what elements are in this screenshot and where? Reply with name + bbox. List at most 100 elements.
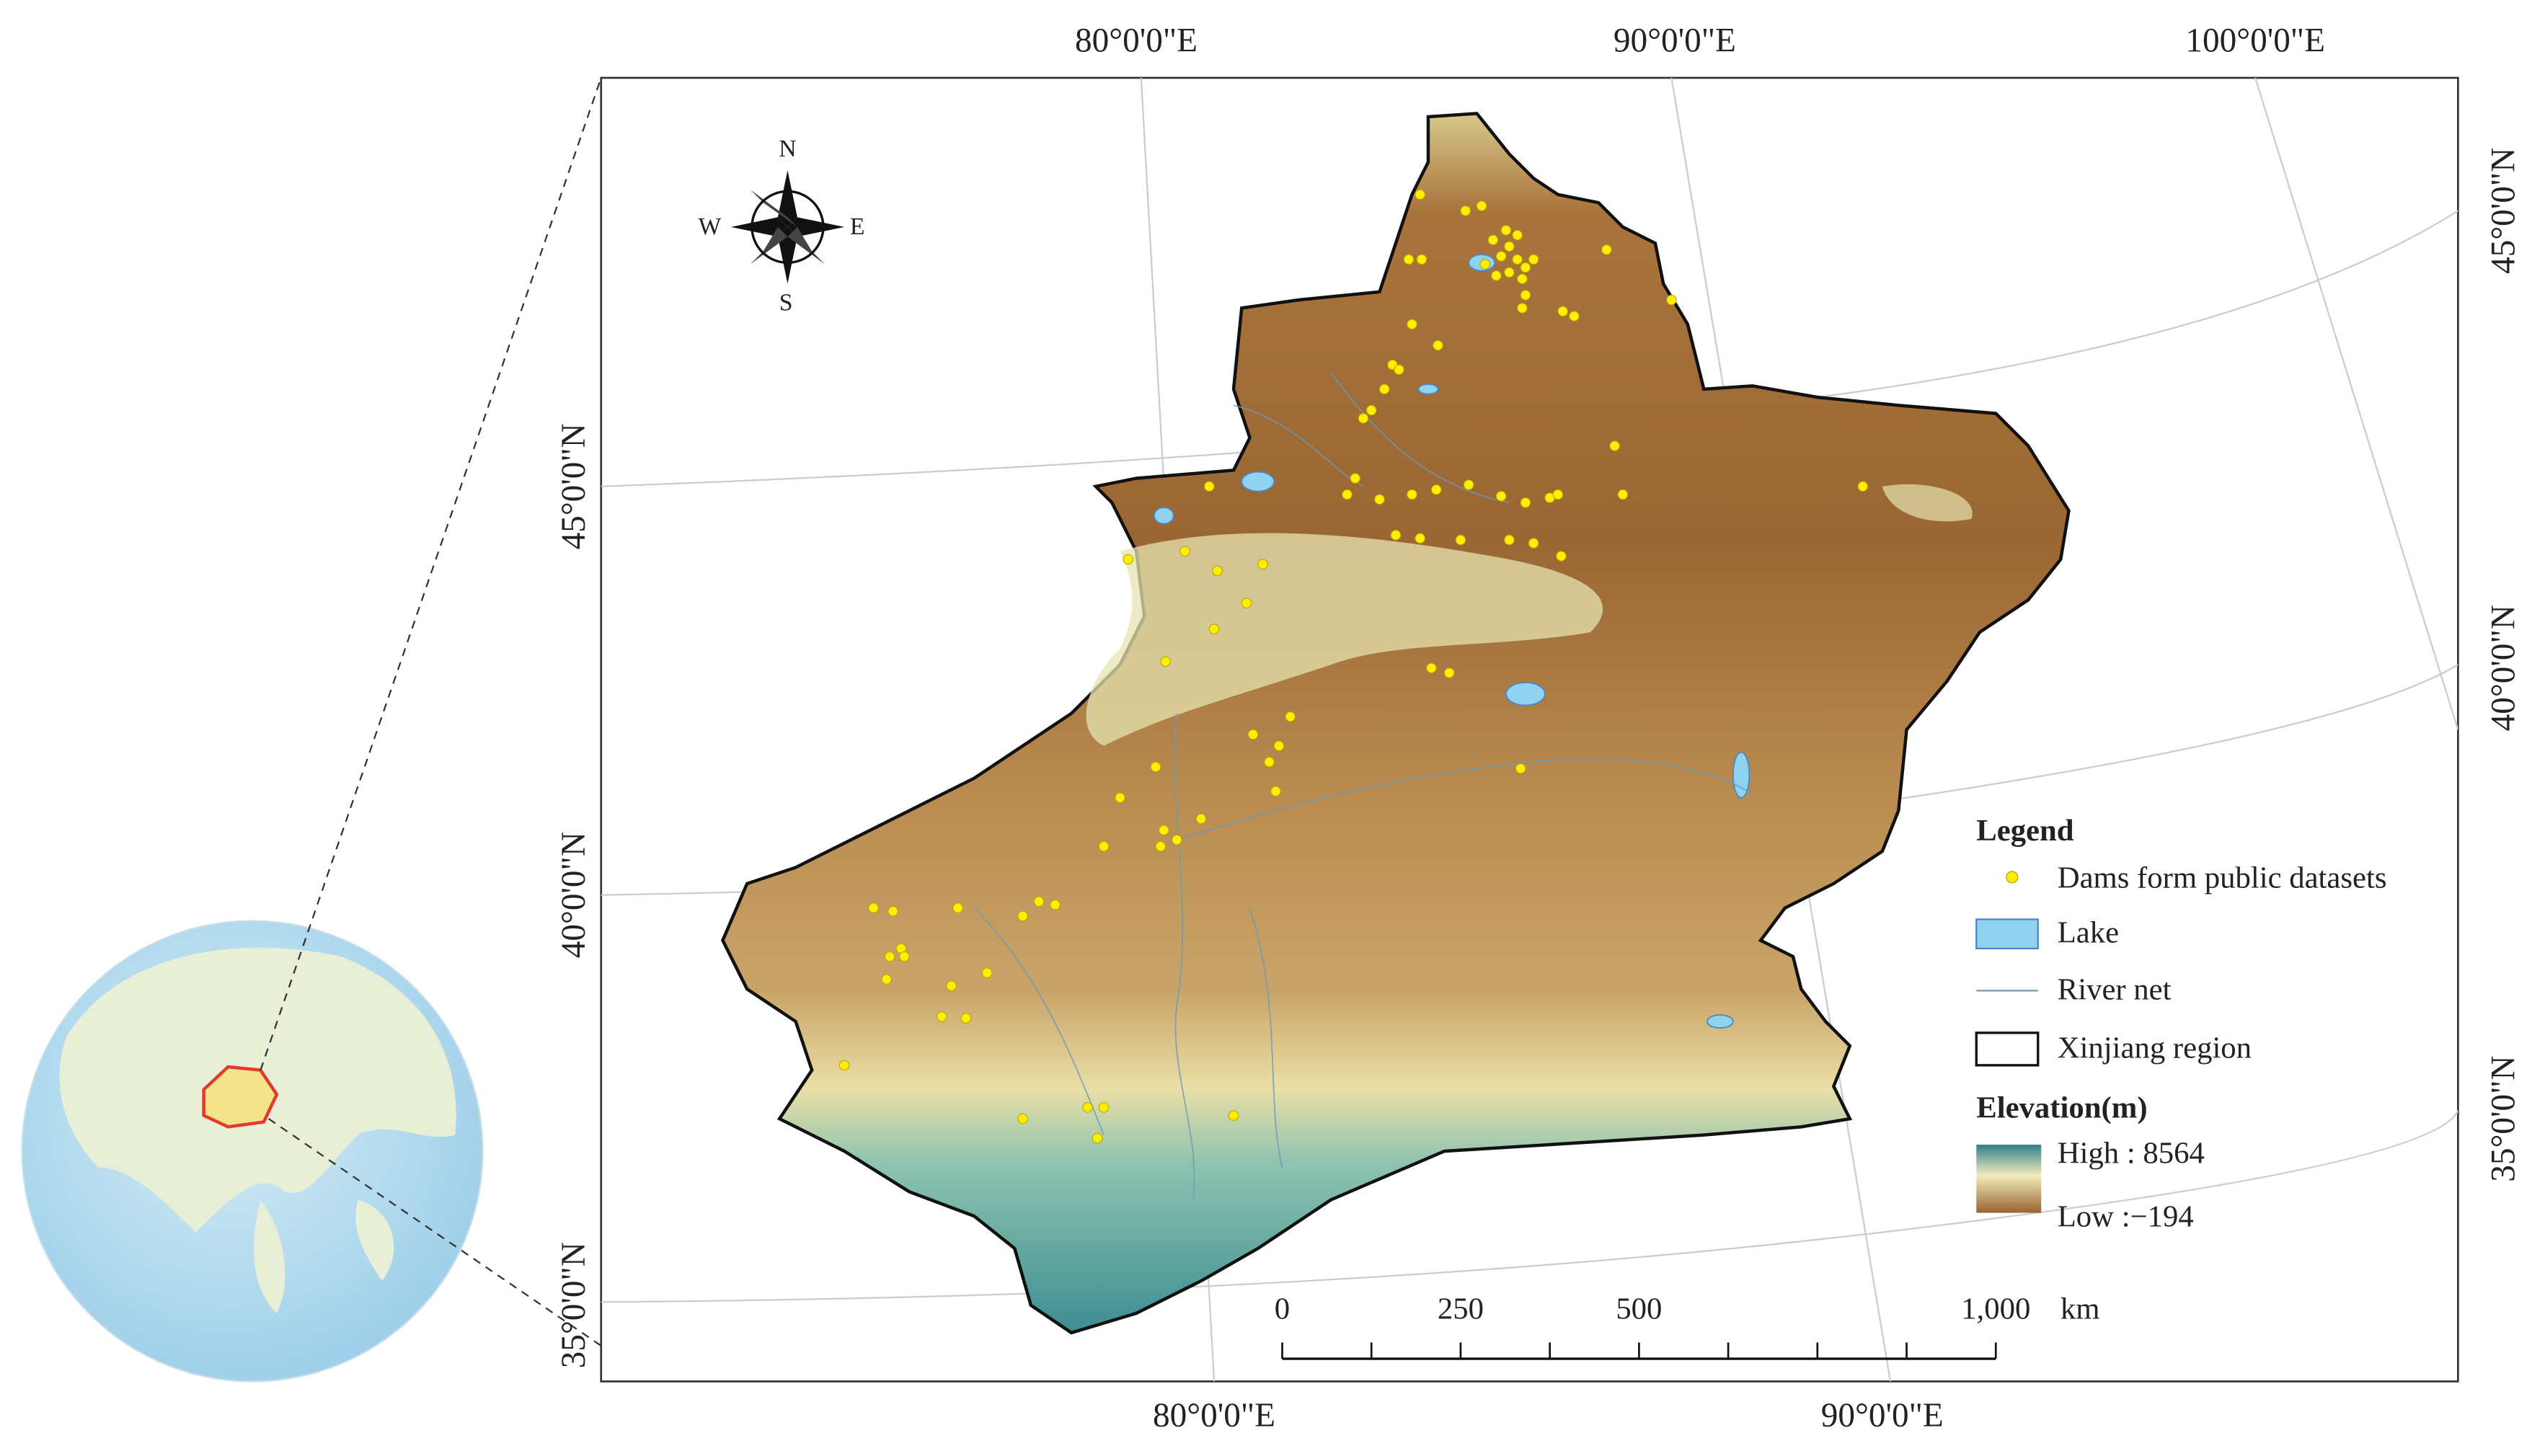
dam — [1350, 473, 1361, 484]
lake — [1153, 507, 1174, 525]
dam — [1390, 530, 1402, 541]
dam — [1552, 489, 1564, 500]
dam — [1520, 262, 1531, 273]
dam — [1155, 840, 1167, 852]
river — [1249, 907, 1283, 1168]
lat-label: 45°0'0"N — [555, 423, 593, 549]
lon-label: 90°0'0"E — [1821, 1397, 1944, 1434]
dam — [1092, 1132, 1103, 1144]
lat-label: 35°0'0"N — [2485, 1056, 2523, 1182]
dam — [1017, 910, 1028, 922]
dam — [981, 967, 993, 978]
elevation-ramp — [1976, 1145, 2042, 1213]
dam — [1517, 303, 1528, 314]
dam — [1479, 259, 1490, 270]
lake — [1732, 751, 1750, 799]
dam — [1557, 306, 1568, 317]
dam — [1285, 711, 1296, 722]
dam — [1569, 311, 1580, 321]
dam — [1208, 623, 1220, 635]
scale-bar: 0 250 500 1,000 km — [1275, 1292, 2100, 1360]
dam — [1426, 662, 1437, 674]
compass-w: W — [699, 213, 722, 240]
scale-label: 500 — [1616, 1292, 1662, 1326]
scale-label: 250 — [1438, 1292, 1484, 1326]
dam — [1495, 251, 1507, 262]
lake — [1241, 471, 1275, 492]
legend-region-symbol — [1975, 1031, 2040, 1067]
dam — [1179, 546, 1190, 557]
dam — [1366, 404, 1377, 416]
compass-s: S — [779, 290, 793, 316]
globe-inset — [21, 77, 602, 1382]
dam — [1416, 254, 1428, 265]
dam — [1374, 494, 1385, 505]
dam — [1609, 440, 1620, 451]
river — [973, 907, 1105, 1135]
dam — [1098, 840, 1110, 852]
legend: Legend Dams form public datasets Lake Ri… — [1975, 814, 2387, 1233]
compass-point — [787, 217, 845, 237]
dam — [1407, 319, 1417, 330]
compass-point — [730, 217, 788, 237]
lat-label: 40°0'0"N — [555, 832, 593, 958]
dam — [936, 1011, 947, 1022]
dam — [1517, 273, 1528, 285]
dam — [1228, 1110, 1239, 1121]
legend-lake-symbol — [1975, 918, 2039, 950]
dam — [1123, 554, 1134, 565]
dam — [1491, 270, 1502, 281]
dam — [1430, 484, 1442, 495]
dam — [1158, 825, 1169, 836]
compass-point — [750, 190, 797, 227]
compass-point — [777, 170, 797, 227]
dam — [1017, 1113, 1028, 1124]
dams — [838, 189, 1869, 1144]
dam — [1520, 290, 1531, 301]
dam — [881, 974, 892, 985]
dam — [952, 902, 963, 913]
dam — [1358, 413, 1369, 424]
dam — [1342, 489, 1353, 500]
dam — [1407, 489, 1417, 500]
dam — [1512, 229, 1523, 241]
dam — [868, 902, 879, 913]
dam — [1463, 479, 1474, 490]
dam — [1617, 489, 1629, 500]
scale-label: 1,000 — [1961, 1292, 2030, 1326]
legend-item: Dams form public datasets — [2058, 861, 2387, 895]
dam — [1528, 538, 1539, 549]
lat-label: 40°0'0"N — [2485, 605, 2523, 731]
dam — [1264, 756, 1275, 768]
compass-ring — [751, 190, 825, 265]
legend-item: River net — [2058, 972, 2172, 1006]
dam — [1150, 761, 1161, 773]
dam — [1082, 1102, 1093, 1113]
dam — [1666, 294, 1677, 306]
dam — [1160, 656, 1171, 667]
mountain — [1882, 484, 1973, 522]
river — [1330, 372, 1510, 504]
dam — [899, 951, 910, 962]
compass-point — [777, 226, 797, 284]
dam — [1504, 241, 1515, 252]
elevation-high: High : 8564 — [2058, 1137, 2205, 1171]
compass-point — [750, 226, 788, 265]
xinjiang-inset — [202, 1065, 279, 1129]
dam — [1270, 786, 1281, 797]
zoom-line — [260, 77, 602, 1070]
dam — [1520, 497, 1531, 508]
dam — [838, 1060, 850, 1071]
dam — [1415, 533, 1426, 544]
dam — [1528, 254, 1539, 265]
legend-dam-symbol — [2006, 871, 2019, 884]
dam — [1050, 899, 1061, 910]
dam — [884, 951, 895, 962]
dam — [1556, 551, 1567, 561]
lon-label: 80°0'0"E — [1075, 22, 1198, 60]
compass-e: E — [850, 213, 865, 240]
dam — [1504, 534, 1515, 546]
elevation-title: Elevation(m) — [1976, 1091, 2147, 1125]
meridian — [2254, 77, 2458, 730]
